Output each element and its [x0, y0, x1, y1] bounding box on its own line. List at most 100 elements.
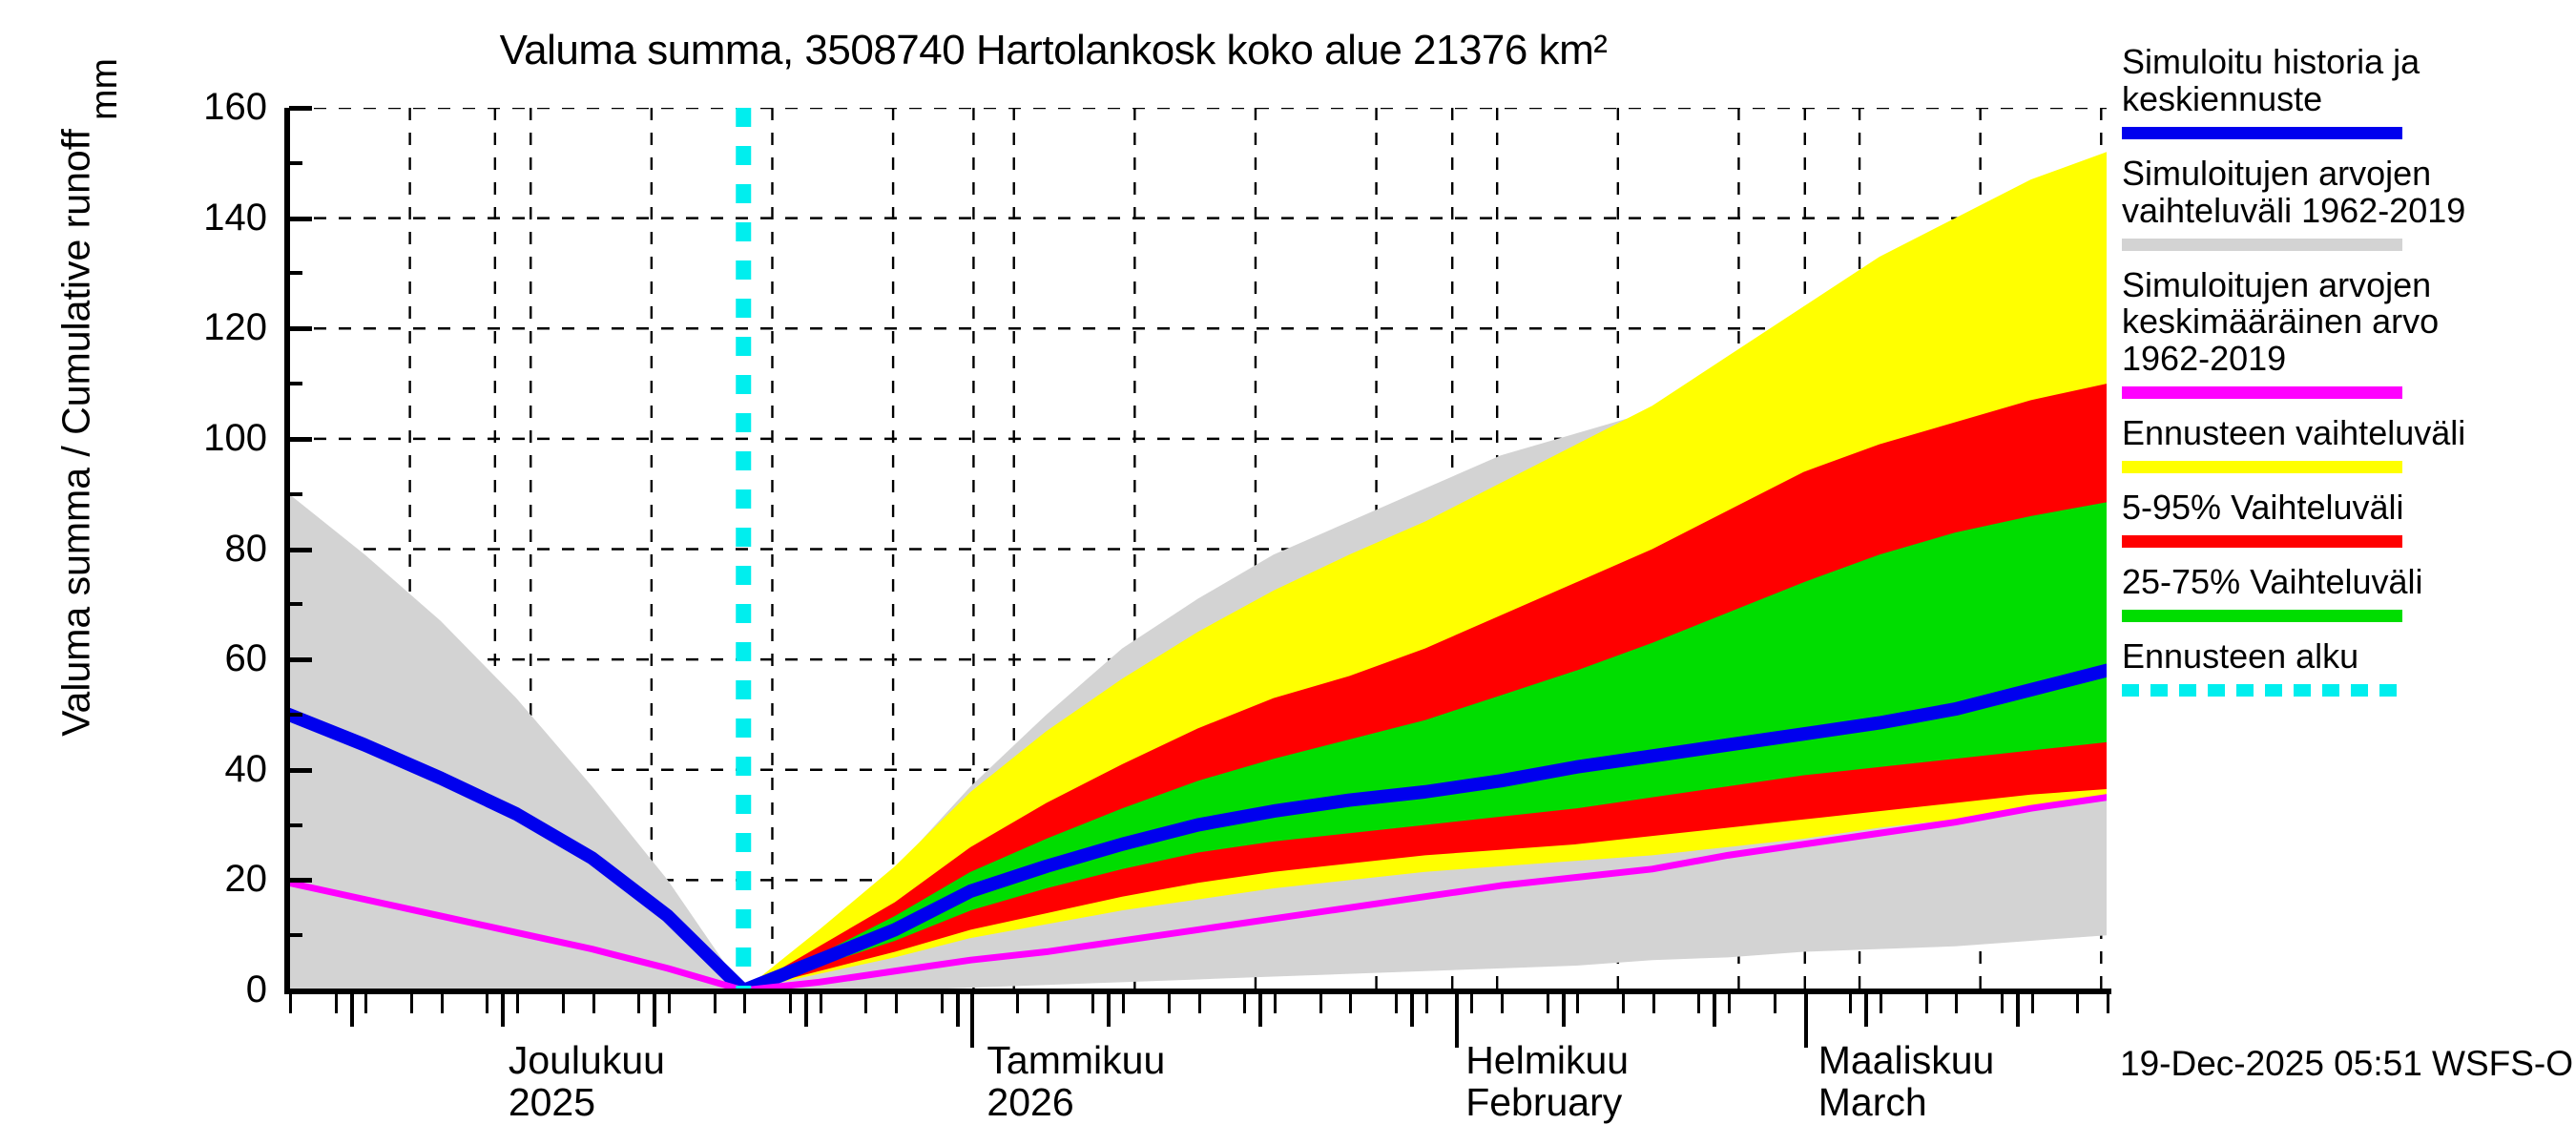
legend-swatch-forecast-range — [2122, 461, 2402, 473]
month-label-fi: Tammikuu — [987, 1038, 1166, 1082]
x-tick-mark — [1924, 994, 1928, 1013]
x-tick-mark — [1273, 994, 1277, 1013]
page-title: Valuma summa, 3508740 Hartolankosk koko … — [499, 27, 1608, 73]
month-label-secondary: March — [1818, 1079, 1927, 1124]
y-tick-label: 60 — [224, 637, 268, 680]
x-tick-mark — [1652, 994, 1655, 1013]
y-tick-mark — [289, 436, 312, 442]
y-tick-mark — [289, 989, 312, 993]
x-tick-mark — [334, 994, 338, 1013]
x-tick-mark — [1864, 994, 1868, 1027]
legend-label-forecast-range: Ennusteen vaihteluväli — [2122, 413, 2466, 453]
legend-label-range-25-75: 25-75% Vaihteluväli — [2122, 561, 2423, 601]
y-tick-minor — [289, 160, 302, 165]
legend-label-range-5-95: 5-95% Vaihteluväli — [2122, 488, 2404, 527]
y-axis-spine — [284, 108, 290, 993]
x-tick-mark — [1243, 994, 1247, 1013]
legend-item-simulated-range-1962-2019[interactable]: Simuloitujen arvojen vaihteluväli 1962-2… — [2122, 153, 2570, 251]
y-tick-mark — [289, 326, 312, 332]
y-tick-label: 100 — [203, 416, 267, 459]
month-label-secondary: 2026 — [987, 1079, 1074, 1124]
legend-swatch-range-5-95 — [2122, 534, 2402, 548]
x-tick-mark — [653, 994, 656, 1027]
legend-label-simulated-history-mean-forecast: Simuloitu historia ja keskiennuste — [2122, 42, 2420, 118]
x-tick-mark — [1091, 994, 1095, 1013]
x-tick-mark — [1576, 994, 1580, 1013]
y-tick-label: 20 — [224, 858, 268, 901]
legend-item-forecast-range[interactable]: Ennusteen vaihteluväli — [2122, 413, 2570, 473]
x-tick-mark — [2000, 994, 2004, 1013]
y-tick-minor — [289, 712, 302, 717]
x-tick-mark — [895, 994, 898, 1013]
month-label-fi: Joulukuu — [508, 1038, 665, 1082]
y-axis-unit: mm — [84, 58, 125, 120]
x-tick-mark — [1122, 994, 1126, 1013]
band-3 — [743, 502, 2107, 990]
x-tick-mark — [1107, 994, 1111, 1027]
x-tick-mark — [1349, 994, 1353, 1013]
x-tick-mark — [1424, 994, 1428, 1013]
x-tick-mark — [2076, 994, 2080, 1013]
legend-item-range-25-75[interactable]: 25-75% Vaihteluväli — [2122, 561, 2570, 622]
x-tick-month-boundary — [1455, 994, 1460, 1048]
x-tick-month-boundary — [1803, 994, 1808, 1048]
plot-area — [289, 108, 2107, 990]
plot-canvas — [289, 108, 2107, 990]
x-tick-mark — [1879, 994, 1882, 1013]
x-tick-mark — [516, 994, 520, 1013]
x-tick-mark — [955, 994, 960, 1027]
y-tick-mark — [289, 878, 312, 884]
y-tick-minor — [289, 271, 302, 276]
x-tick-mark — [1016, 994, 1019, 1013]
x-axis-month-2: Tammikuu 2026 — [987, 1038, 1166, 1124]
x-tick-mark — [940, 994, 944, 1013]
x-tick-mark — [788, 994, 792, 1013]
x-tick-mark — [486, 994, 489, 1013]
x-tick-mark — [1394, 994, 1398, 1013]
x-tick-mark — [1258, 994, 1262, 1027]
x-tick-mark — [1728, 994, 1732, 1013]
x-tick-mark — [2030, 994, 2034, 1013]
x-tick-mark — [410, 994, 413, 1013]
x-tick-mark — [743, 994, 747, 1013]
x-tick-mark — [667, 994, 671, 1013]
y-tick-label: 80 — [224, 527, 268, 570]
y-tick-mark — [289, 106, 312, 111]
legend-item-range-5-95[interactable]: 5-95% Vaihteluväli — [2122, 489, 2570, 548]
x-tick-mark — [1561, 994, 1566, 1027]
x-tick-mark — [561, 994, 565, 1013]
x-tick-mark — [1046, 994, 1049, 1013]
legend-swatch-forecast-start — [2122, 683, 2402, 697]
y-tick-minor — [289, 602, 302, 607]
y-tick-label: 0 — [245, 968, 267, 1010]
y-tick-minor — [289, 822, 302, 827]
y-tick-minor — [289, 382, 302, 386]
legend-item-forecast-start[interactable]: Ennusteen alku — [2122, 637, 2570, 697]
legend-item-simulated-mean-1962-2019[interactable]: Simuloitujen arvojen keskimääräinen arvo… — [2122, 264, 2570, 400]
x-tick-mark — [1849, 994, 1853, 1013]
x-tick-mark — [1409, 994, 1414, 1027]
legend-label-simulated-range-1962-2019: Simuloitujen arvojen vaihteluväli 1962-2… — [2122, 153, 2466, 230]
y-axis-label: Valuma summa / Cumulative runoff — [53, 129, 98, 737]
x-tick-mark — [637, 994, 641, 1013]
y-tick-mark — [289, 547, 312, 552]
x-axis-month-3: Helmikuu February — [1465, 1038, 1630, 1124]
y-tick-minor — [289, 933, 302, 938]
x-tick-mark — [349, 994, 354, 1027]
legend-label-simulated-mean-1962-2019: Simuloitujen arvojen keskimääräinen arvo… — [2122, 264, 2440, 379]
y-tick-mark — [289, 767, 312, 773]
x-tick-mark — [1319, 994, 1322, 1013]
month-label-secondary: 2025 — [508, 1079, 596, 1124]
y-tick-label: 140 — [203, 196, 267, 239]
legend-item-simulated-history-mean-forecast[interactable]: Simuloitu historia ja keskiennuste — [2122, 42, 2570, 139]
y-tick-label: 160 — [203, 86, 267, 128]
y-tick-label: 40 — [224, 747, 268, 790]
x-tick-mark — [1197, 994, 1201, 1013]
x-axis-month-4: Maaliskuu March — [1818, 1038, 1995, 1124]
month-label-secondary: February — [1465, 1079, 1623, 1124]
x-tick-mark — [1955, 994, 1959, 1013]
x-tick-mark — [1713, 994, 1717, 1027]
month-label-fi: Maaliskuu — [1818, 1038, 1995, 1082]
month-label-fi: Helmikuu — [1465, 1038, 1630, 1082]
